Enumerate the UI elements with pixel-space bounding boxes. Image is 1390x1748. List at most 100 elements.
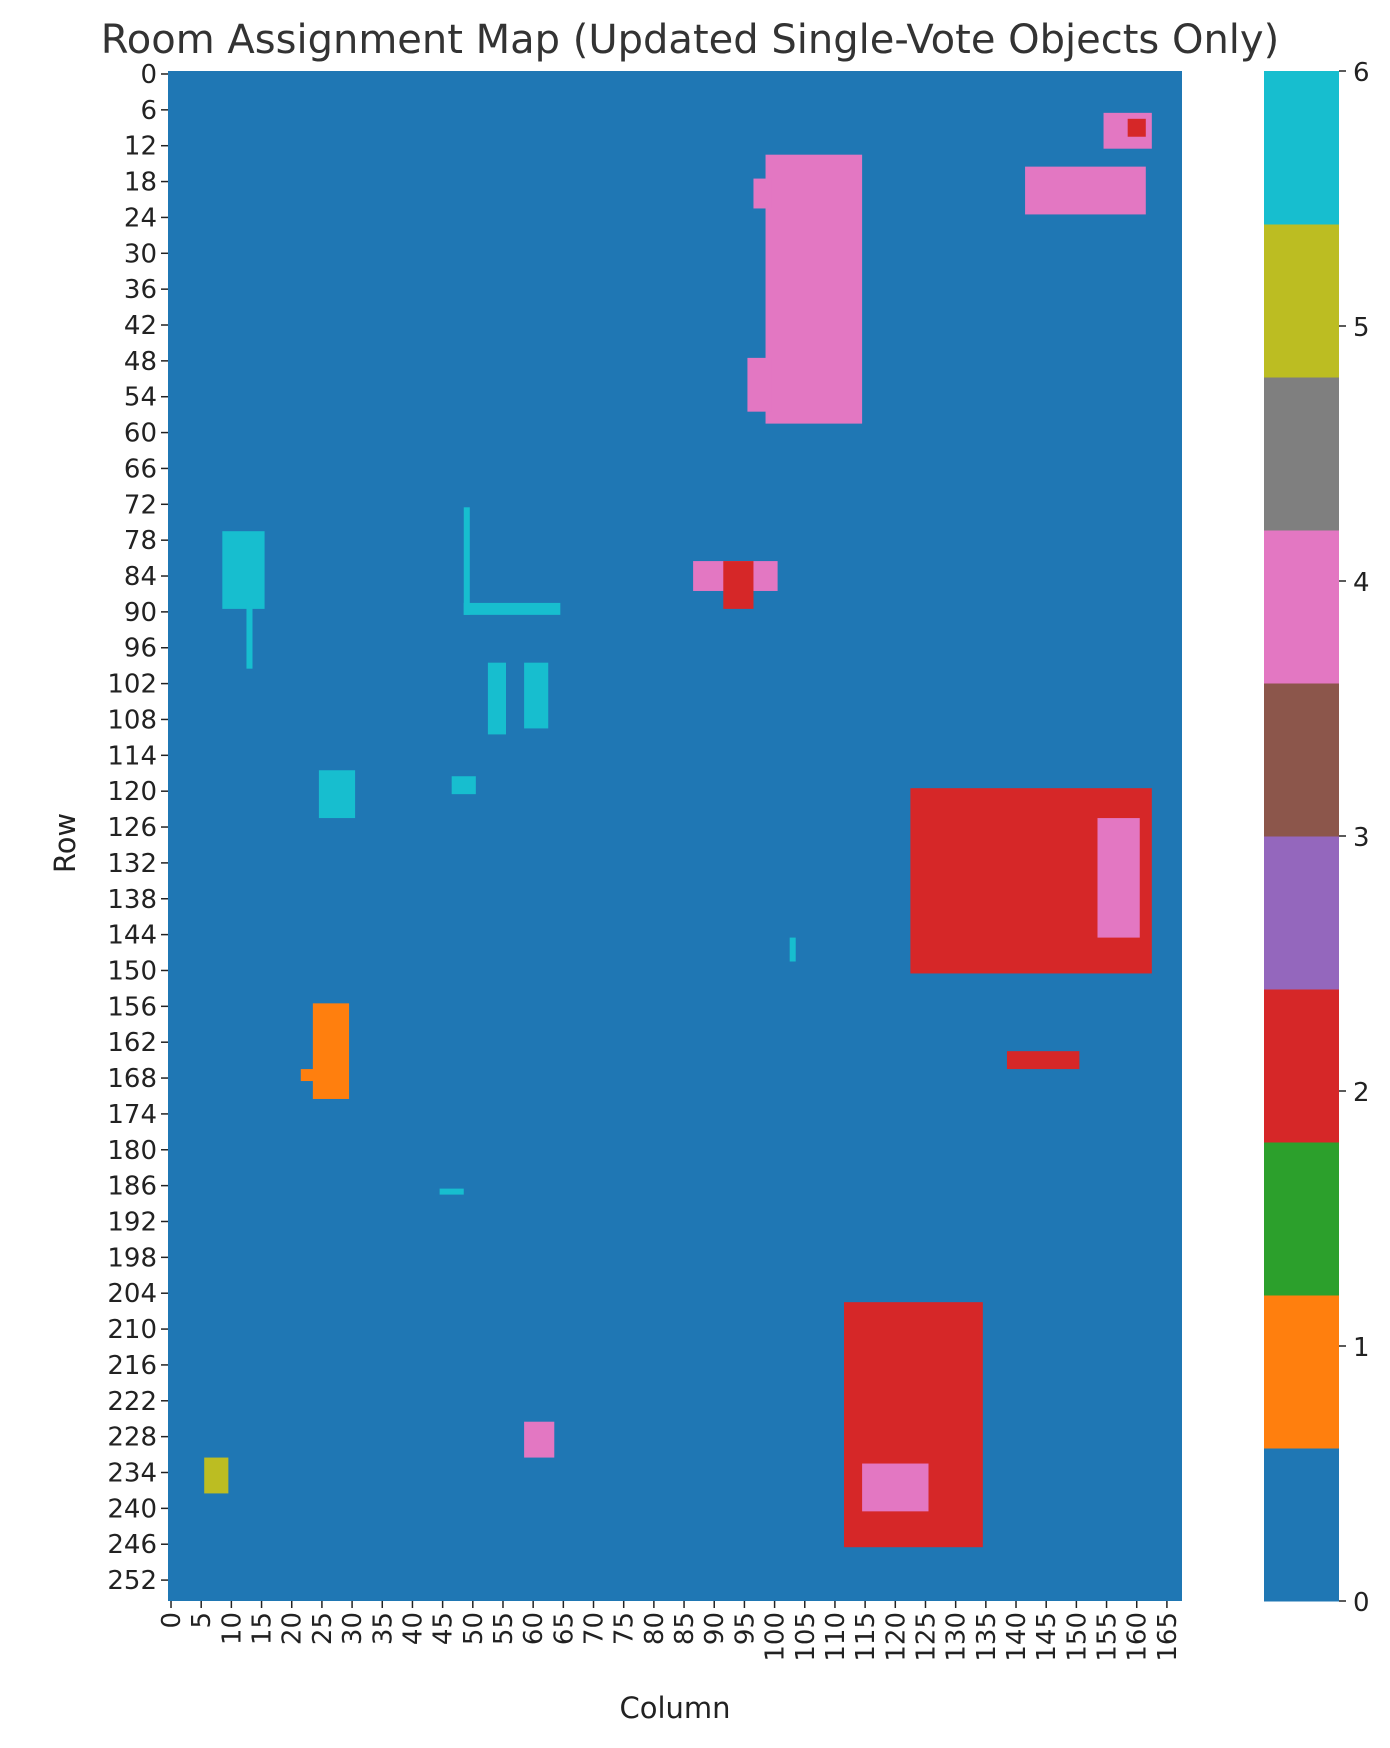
y-tick-label: 246 — [107, 1530, 157, 1560]
y-tick-label: 150 — [107, 956, 157, 986]
y-tick-label: 228 — [107, 1423, 157, 1453]
x-tick-label: 75 — [610, 1612, 640, 1645]
y-tick-label: 162 — [107, 1028, 157, 1058]
y-tick-label: 240 — [107, 1494, 157, 1524]
colorbar-segment — [1264, 1448, 1339, 1602]
heatmap-region-20 — [312, 1003, 350, 1099]
x-tick-label: 70 — [580, 1612, 610, 1645]
heatmap-region-11 — [463, 602, 561, 615]
x-tick-label: 90 — [700, 1612, 730, 1645]
y-tick-label: 96 — [124, 634, 157, 664]
y-tick-label: 6 — [140, 96, 157, 126]
y-tick-label: 216 — [107, 1351, 157, 1381]
x-tick-label: 105 — [791, 1612, 821, 1662]
y-tick-label: 78 — [124, 526, 157, 556]
x-tick-label: 5 — [187, 1612, 217, 1629]
x-tick-label: 15 — [248, 1612, 278, 1645]
y-tick-label: 0 — [140, 60, 157, 90]
colorbar-segment — [1264, 1142, 1339, 1296]
y-tick-label: 12 — [124, 132, 157, 162]
y-tick-label: 72 — [124, 490, 157, 520]
x-tick-label: 20 — [278, 1612, 308, 1645]
y-tick-label: 210 — [107, 1315, 157, 1345]
y-tick-label: 198 — [107, 1243, 157, 1273]
x-axis-label: Column — [619, 1691, 730, 1725]
colorbar-tick-label: 2 — [1353, 1078, 1370, 1108]
y-tick-label: 168 — [107, 1064, 157, 1094]
x-tick-label: 85 — [670, 1612, 700, 1645]
x-tick-label: 25 — [308, 1612, 338, 1645]
heatmap-region-15 — [451, 776, 476, 795]
y-tick-label: 138 — [107, 885, 157, 915]
y-tick-label: 126 — [107, 813, 157, 843]
y-tick-label: 66 — [124, 454, 157, 484]
y-tick-label: 24 — [124, 203, 157, 233]
heatmap-region-26 — [1006, 1051, 1080, 1070]
x-tick-label: 125 — [911, 1612, 941, 1662]
y-tick-label: 90 — [124, 598, 157, 628]
x-tick-label: 135 — [972, 1612, 1002, 1662]
colorbar-tick-label: 1 — [1353, 1333, 1370, 1363]
y-tick-label: 30 — [124, 239, 157, 269]
heatmap-region-2 — [747, 357, 772, 412]
heatmap-region-3 — [1025, 166, 1146, 215]
x-tick-label: 60 — [519, 1612, 549, 1645]
colorbar-segment — [1264, 224, 1339, 378]
y-axis-ticks: 0 6 12 18 24 30 36 42 48 54 60 66 72 78 84 90 96 102 108 11… — [107, 60, 168, 1596]
x-tick-label: 50 — [459, 1612, 489, 1645]
chart-title: Room Assignment Map (Updated Single-Vote… — [101, 17, 1279, 63]
heatmap-region-25 — [524, 1421, 555, 1458]
x-tick-label: 115 — [851, 1612, 881, 1662]
y-tick-label: 174 — [107, 1100, 157, 1130]
colorbar-segment — [1264, 377, 1339, 531]
y-tick-label: 180 — [107, 1136, 157, 1166]
heatmap-region-12 — [487, 662, 506, 735]
x-tick-label: 80 — [640, 1612, 670, 1645]
x-tick-label: 45 — [429, 1612, 459, 1645]
x-tick-label: 0 — [157, 1612, 187, 1629]
x-tick-label: 160 — [1123, 1612, 1153, 1662]
y-axis-label: Row — [48, 813, 82, 873]
y-tick-label: 42 — [124, 311, 157, 341]
x-tick-label: 65 — [549, 1612, 579, 1645]
x-tick-label: 40 — [398, 1612, 428, 1645]
y-tick-label: 120 — [107, 777, 157, 807]
colorbar-segment — [1264, 683, 1339, 837]
heatmap-region-1 — [753, 178, 772, 209]
heatmap-region-24 — [204, 1457, 229, 1494]
heatmap-region-16 — [789, 937, 796, 962]
colorbar-segment — [1264, 1295, 1339, 1449]
colorbar-tick-label: 5 — [1353, 313, 1370, 343]
heatmap-region-13 — [524, 662, 549, 729]
y-tick-label: 60 — [124, 419, 157, 449]
heatmap-region-19 — [1097, 818, 1140, 938]
colorbar-tick-label: 3 — [1353, 823, 1370, 853]
heatmap-region-14 — [318, 770, 356, 819]
y-tick-label: 132 — [107, 849, 157, 879]
heatmap-region-10 — [463, 507, 470, 615]
y-tick-label: 48 — [124, 347, 157, 377]
y-tick-label: 192 — [107, 1207, 157, 1237]
heatmap-region-8 — [222, 531, 265, 609]
x-tick-label: 30 — [338, 1612, 368, 1645]
colorbar-tick-label: 6 — [1353, 58, 1370, 88]
heatmap-region-17 — [439, 1188, 464, 1195]
x-tick-label: 55 — [489, 1612, 519, 1645]
colorbar-segment — [1264, 530, 1339, 684]
x-tick-label: 165 — [1153, 1612, 1183, 1662]
y-tick-label: 18 — [124, 168, 157, 198]
y-tick-label: 144 — [107, 921, 157, 951]
heatmap-region-7 — [723, 561, 754, 609]
x-tick-label: 150 — [1062, 1612, 1092, 1662]
y-tick-label: 114 — [107, 741, 157, 771]
x-tick-label: 155 — [1093, 1612, 1123, 1662]
x-tick-label: 35 — [368, 1612, 398, 1645]
heatmap-region-23 — [862, 1463, 929, 1512]
y-tick-label: 36 — [124, 275, 157, 305]
colorbar-segment — [1264, 989, 1339, 1143]
colorbar-tick-label: 4 — [1353, 568, 1370, 598]
y-tick-label: 186 — [107, 1172, 157, 1202]
colorbar-segment — [1264, 71, 1339, 225]
heatmap-region-5 — [1127, 118, 1146, 137]
